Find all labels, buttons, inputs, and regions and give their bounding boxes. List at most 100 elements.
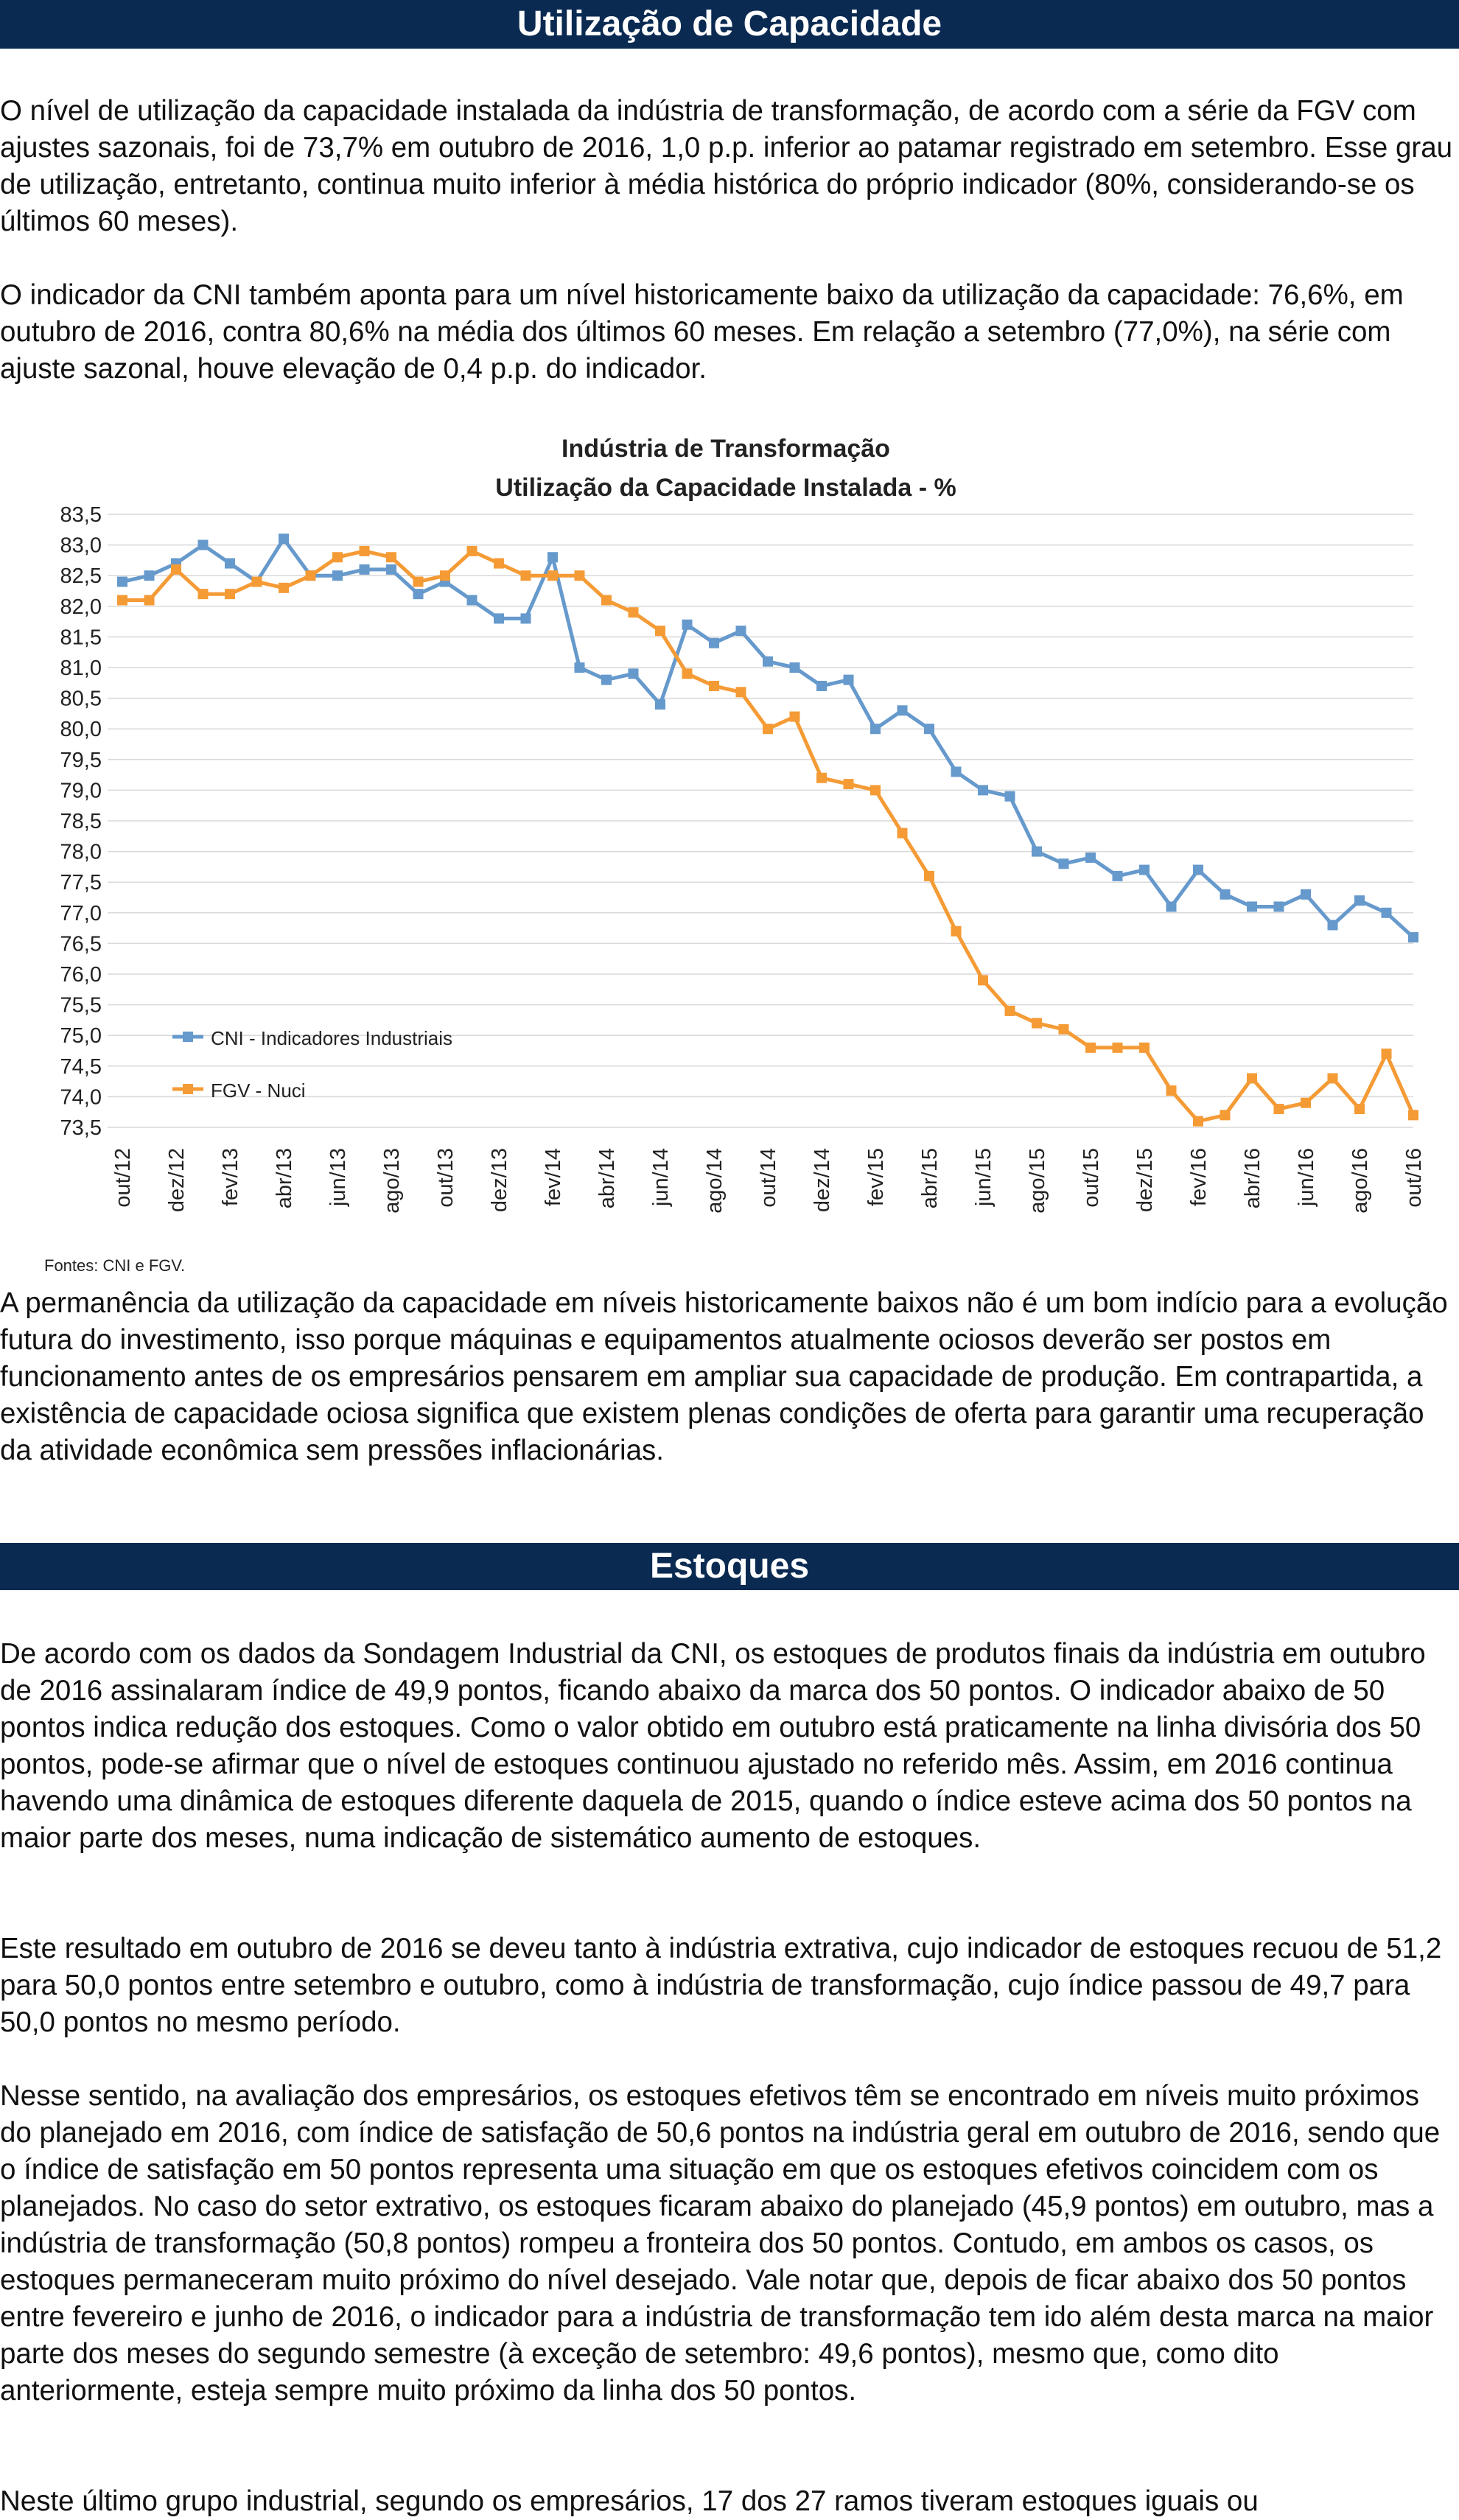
- series-1-point: [1408, 1110, 1418, 1121]
- series-0-point: [1247, 901, 1257, 912]
- series-0-point: [1058, 858, 1069, 869]
- x-tick-label: fev/13: [219, 1148, 242, 1206]
- series-0-point: [870, 724, 881, 735]
- x-tick-label: fev/14: [542, 1148, 565, 1206]
- series-1-point: [924, 870, 934, 881]
- chart-subtitle: Utilização da Capacidade Instalada - %: [495, 474, 956, 502]
- series-1-point: [1381, 1049, 1392, 1060]
- series-0-point: [1354, 895, 1365, 906]
- series-0-point: [897, 705, 908, 716]
- chart-y-axis: 83,5 83,0 82,5 82,0 81,5 81,0 80,5 80,0 79,5 79,0…: [60, 503, 102, 1140]
- series-1-point: [1004, 1005, 1015, 1016]
- series-1-point: [520, 570, 531, 581]
- series-0-point: [763, 656, 773, 667]
- series-1-point: [225, 589, 235, 600]
- series-0-point: [1085, 852, 1096, 863]
- x-tick-label: ago/13: [380, 1148, 404, 1214]
- y-tick-label: 80,0: [60, 718, 102, 741]
- x-tick-label: dez/15: [1133, 1148, 1157, 1212]
- section-title-estoques: Estoques: [0, 1543, 1459, 1590]
- x-tick-label: jun/15: [972, 1148, 996, 1207]
- x-tick-label: jun/16: [1295, 1148, 1318, 1207]
- series-1-point: [413, 576, 424, 587]
- series-1-point: [1139, 1042, 1150, 1053]
- x-tick-label: out/16: [1402, 1148, 1422, 1208]
- series-1-point: [951, 925, 962, 937]
- series-0-point: [466, 595, 477, 606]
- x-tick-label: fev/15: [864, 1148, 888, 1206]
- series-1-point: [305, 570, 316, 581]
- series-1-point: [466, 545, 477, 556]
- legend-marker-fgv: [183, 1084, 193, 1094]
- series-0-point: [1408, 932, 1418, 943]
- series-1-point: [144, 595, 155, 606]
- series-1-point: [978, 975, 988, 986]
- series-1-point: [735, 687, 746, 698]
- series-1-point: [197, 589, 209, 600]
- series-1-point: [440, 570, 450, 581]
- series-1-point: [1247, 1073, 1257, 1084]
- series-0-point: [1220, 889, 1231, 900]
- series-0-point: [332, 570, 343, 581]
- series-0-point: [682, 619, 693, 630]
- chart-series: [117, 533, 1418, 1127]
- paragraph-capacity-outlook: A permanência da utilização da capacidad…: [0, 1287, 1448, 1466]
- x-tick-label: dez/14: [811, 1148, 834, 1212]
- y-tick-label: 76,0: [60, 963, 102, 987]
- series-1-point: [251, 576, 262, 587]
- series-0-point: [1301, 889, 1311, 900]
- x-tick-label: dez/12: [165, 1148, 189, 1212]
- x-tick-label: out/12: [111, 1148, 135, 1208]
- x-tick-label: abr/15: [918, 1148, 942, 1208]
- y-tick-label: 80,5: [60, 687, 102, 711]
- series-1-point: [1220, 1110, 1231, 1121]
- series-0-point: [197, 539, 209, 550]
- y-tick-label: 78,5: [60, 810, 102, 833]
- series-0-point: [117, 576, 127, 587]
- series-1-point: [870, 785, 881, 796]
- y-tick-label: 73,5: [60, 1116, 102, 1140]
- series-1-point: [709, 680, 719, 691]
- y-tick-label: 81,0: [60, 657, 102, 680]
- y-tick-label: 74,5: [60, 1055, 102, 1079]
- series-1-point: [897, 827, 908, 839]
- series-1-point: [628, 607, 639, 618]
- series-0-point: [413, 589, 424, 600]
- series-0-point: [1273, 901, 1284, 912]
- series-1-point: [1354, 1104, 1365, 1115]
- series-0-point: [978, 785, 988, 796]
- series-1-point: [682, 668, 693, 679]
- series-1-point: [601, 595, 612, 606]
- series-0-point: [1032, 846, 1042, 857]
- x-tick-label: abr/16: [1241, 1148, 1264, 1208]
- series-0-point: [1112, 870, 1123, 881]
- series-0-point: [1139, 864, 1150, 875]
- series-0-point: [279, 533, 289, 545]
- x-tick-label: fev/16: [1187, 1148, 1211, 1206]
- series-1-point: [816, 772, 827, 783]
- series-1-point: [547, 570, 558, 581]
- series-1-point: [655, 626, 665, 637]
- y-tick-label: 75,0: [60, 1024, 102, 1048]
- series-1-point: [494, 558, 504, 569]
- series-1-point: [1058, 1023, 1069, 1035]
- paragraph-inventory-branches: Neste último grupo industrial, segundo o…: [0, 2485, 1259, 2517]
- series-0-point: [816, 680, 827, 691]
- paragraph-inventory-sectors: Este resultado em outubro de 2016 se dev…: [0, 1933, 1442, 2038]
- chart-source-note: Fontes: CNI e FGV.: [44, 1256, 185, 1275]
- series-1-point: [386, 552, 396, 563]
- series-1-point: [1112, 1042, 1123, 1053]
- series-0-point: [520, 613, 531, 624]
- series-1-point: [1301, 1097, 1311, 1108]
- series-0-point: [628, 668, 639, 679]
- legend-label-fgv: FGV - Nuci: [211, 1079, 306, 1102]
- x-tick-label: ago/16: [1348, 1148, 1372, 1214]
- series-1-point: [1273, 1104, 1284, 1115]
- chart-canvas: Indústria de Transformação Utilização da…: [37, 420, 1422, 1282]
- series-0-point: [494, 613, 504, 624]
- x-tick-label: dez/13: [488, 1148, 511, 1212]
- series-1-point: [843, 779, 854, 790]
- series-0-point: [789, 662, 800, 673]
- series-1-point: [279, 582, 289, 593]
- series-0-point: [547, 552, 558, 563]
